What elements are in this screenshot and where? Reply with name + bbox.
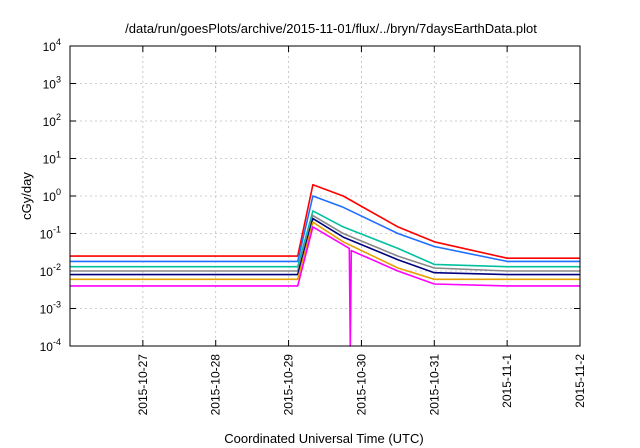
- series-line: [70, 226, 580, 347]
- x-tick-label: 2015-11-1: [500, 354, 514, 408]
- y-tick-label: 10-4: [40, 337, 61, 354]
- y-tick-base: 10: [43, 153, 57, 167]
- series-line: [70, 217, 580, 276]
- series-line: [70, 183, 580, 260]
- series-line: [70, 221, 580, 281]
- y-tick-label: 104: [43, 37, 61, 54]
- y-tick-label: 10-3: [40, 300, 61, 317]
- x-tick-label: 2015-10-27: [136, 354, 150, 416]
- plot-frame: [69, 45, 581, 347]
- y-axis-label: cGy/day: [19, 172, 34, 220]
- y-tick-base: 10: [40, 265, 54, 279]
- y-tick-exponent: 2: [56, 112, 61, 122]
- x-tick-label: 2015-11-2: [573, 354, 587, 408]
- y-tick-base: 10: [43, 40, 57, 54]
- x-tick-labels: 2015-10-27 2015-10-28 2015-10-29 2015-10-30…: [136, 354, 587, 416]
- y-tick-label: 10-1: [40, 225, 61, 242]
- series-line: [70, 210, 580, 268]
- series-group: [70, 183, 580, 347]
- chart-title: /data/run/goesPlots/archive/2015-11-01/f…: [125, 21, 537, 36]
- y-tick-base: 10: [40, 340, 54, 354]
- y-tick-exponent: -3: [53, 300, 61, 310]
- y-tick-exponent: 0: [56, 187, 61, 197]
- y-tick-label: 103: [43, 75, 61, 92]
- x-axis-label: Coordinated Universal Time (UTC): [224, 431, 423, 446]
- y-tick-base: 10: [43, 78, 57, 92]
- y-tick-exponent: 4: [56, 37, 61, 47]
- x-tick-label: 2015-10-28: [209, 354, 223, 416]
- y-tick-label: 100: [43, 187, 61, 204]
- y-tick-exponent: -1: [53, 225, 61, 235]
- y-tick-label: 101: [43, 150, 61, 167]
- y-tick-base: 10: [43, 190, 57, 204]
- series-line: [70, 195, 580, 263]
- y-tick-exponent: 3: [56, 75, 61, 85]
- y-tick-exponent: 1: [56, 150, 61, 160]
- y-tick-exponent: -2: [53, 262, 61, 272]
- x-tick-label: 2015-10-30: [354, 354, 368, 416]
- grid: [70, 45, 581, 347]
- y-tick-label: 10-2: [40, 262, 61, 279]
- y-tick-label: 102: [43, 112, 61, 129]
- y-tick-exponent: -4: [53, 337, 61, 347]
- y-tick-base: 10: [43, 115, 57, 129]
- series-line: [70, 214, 580, 272]
- x-tick-label: 2015-10-31: [427, 354, 441, 416]
- y-tick-base: 10: [40, 303, 54, 317]
- y-tick-base: 10: [40, 228, 54, 242]
- x-tick-label: 2015-10-29: [282, 354, 296, 416]
